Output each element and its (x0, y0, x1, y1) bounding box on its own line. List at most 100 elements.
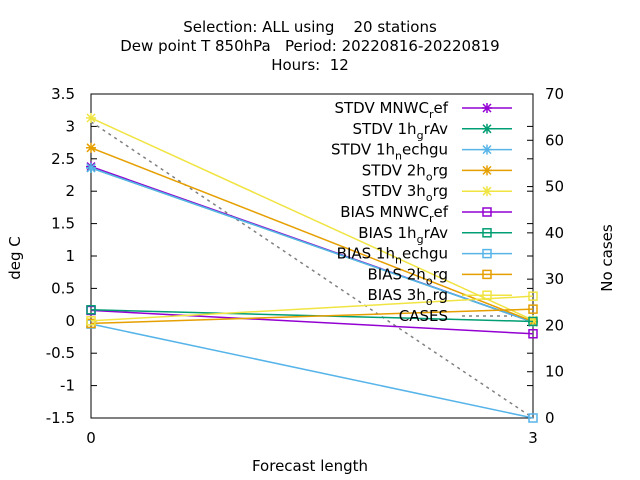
y2-tick-label: 70 (545, 85, 564, 103)
y2-axis-ticks: 0 10 20 30 40 50 60 70 (527, 85, 564, 427)
data-point (86, 162, 96, 173)
legend-label-tail: rg (433, 182, 448, 200)
y-tick-label: 0 (65, 312, 75, 330)
legend-item: STDV 2horg (362, 161, 512, 183)
legend-item: BIAS 1hnechgu (337, 245, 512, 267)
legend-item: STDV 1hgrAv (353, 120, 512, 142)
legend-label: STDV MNWCref (334, 99, 448, 121)
x-tick-label: 0 (86, 429, 96, 447)
plot-frame (90, 93, 534, 419)
legend-label-main: STDV 1h (331, 141, 395, 159)
y2-tick-label: 20 (545, 316, 564, 334)
data-point (86, 305, 96, 315)
series-line (90, 295, 534, 322)
y-tick-label: 2.5 (51, 150, 75, 168)
legend-label-tail: echgu (402, 245, 448, 263)
legend-item-cases: CASES (399, 307, 512, 325)
legend-item: STDV 3horg (362, 182, 512, 204)
series-line-cases (90, 121, 534, 419)
data-point (86, 112, 96, 123)
legend-item: BIAS 1hgrAv (358, 224, 512, 246)
legend-marker (482, 123, 492, 134)
legend-label-sub: r (429, 108, 434, 121)
legend-label: STDV 1hgrAv (353, 120, 449, 142)
y-tick-label: -0.5 (46, 344, 75, 362)
legend-label-main: BIAS 2h (368, 265, 426, 283)
legend-label-tail: ef (433, 99, 448, 117)
legend-label: STDV 1hnechgu (331, 141, 448, 163)
legend-label-sub: n (395, 150, 402, 163)
data-point (528, 329, 538, 339)
legend-label-main: STDV 1h (353, 120, 417, 138)
series-4 (86, 112, 538, 326)
legend-label-sub: o (426, 274, 433, 287)
legend-label-main: BIAS 1h (358, 224, 416, 242)
title-line-2: Dew point T 850hPa Period: 20220816-2022… (120, 37, 499, 55)
legend-label-tail: rAv (424, 120, 449, 138)
legend-marker (482, 228, 492, 238)
y-tick-label: 1 (65, 247, 75, 265)
legend-label-main: BIAS MNWC (340, 203, 429, 221)
legend-item: STDV MNWCref (334, 99, 512, 121)
series-2 (86, 162, 538, 328)
y-tick-label: 3 (65, 117, 75, 135)
legend-label-tail: echgu (402, 141, 448, 159)
legend-label: STDV 2horg (362, 161, 448, 183)
legend-label-sub: r (429, 212, 434, 225)
legend-label-sub: o (426, 295, 433, 308)
y2-tick-label: 50 (545, 178, 564, 196)
y-tick-label: 3.5 (51, 85, 75, 103)
series-9 (86, 291, 538, 326)
data-point (528, 413, 538, 423)
y2-tick-label: 60 (545, 131, 564, 149)
chart-title: Selection: ALL using 20 stations Dew poi… (120, 18, 499, 74)
legend-label-tail: rAv (424, 224, 449, 242)
legend-label-sub: o (426, 170, 433, 183)
y2-tick-label: 30 (545, 270, 564, 288)
series-line (90, 147, 534, 323)
series-7 (86, 319, 538, 423)
legend-marker (482, 103, 492, 113)
series-layer (86, 112, 538, 423)
y2-axis-label: No cases (598, 224, 616, 292)
legend-item: BIAS MNWCref (340, 203, 512, 225)
legend-marker (482, 165, 492, 176)
legend-marker (482, 248, 492, 259)
data-point (528, 304, 538, 314)
y-tick-label: 2 (65, 182, 75, 200)
legend-label-tail: rg (433, 265, 448, 283)
legend-marker (482, 290, 492, 300)
legend-item: BIAS 3horg (368, 286, 512, 308)
y-tick-label: -1 (60, 377, 75, 395)
legend-marker (482, 269, 492, 280)
legend-label: STDV 3horg (362, 182, 448, 204)
y2-tick-label: 40 (545, 224, 564, 242)
data-point (528, 291, 538, 301)
legend-label-sub: g (417, 129, 424, 142)
legend-label: BIAS 3horg (368, 286, 449, 308)
legend-label-sub: n (395, 254, 402, 267)
y2-tick-label: 10 (545, 363, 564, 381)
legend-label-tail: rg (433, 161, 448, 179)
y-axis-ticks: -1.5 -1 -0.5 0 0.5 1 1.5 2 2.5 3 3.5 (46, 85, 533, 427)
series-line (90, 309, 534, 335)
legend-label: BIAS 1hgrAv (358, 224, 448, 246)
legend-item: STDV 1hnechgu (331, 141, 512, 163)
legend-label-main: BIAS 1h (337, 245, 395, 263)
legend-label-tail: ef (433, 203, 448, 221)
x-axis-label: Forecast length (252, 457, 368, 475)
legend-marker (482, 207, 492, 217)
series-line (90, 117, 534, 321)
y-tick-label: 0.5 (51, 279, 75, 297)
series-line (90, 167, 534, 323)
legend-label: BIAS MNWCref (340, 203, 448, 225)
legend-item: BIAS 2horg (368, 265, 512, 287)
legend-label-tail: rg (433, 286, 448, 304)
legend-label-main: STDV 3h (362, 182, 426, 200)
y2-tick-label: 0 (545, 409, 555, 427)
legend-marker (482, 186, 492, 197)
series-line (90, 323, 534, 419)
